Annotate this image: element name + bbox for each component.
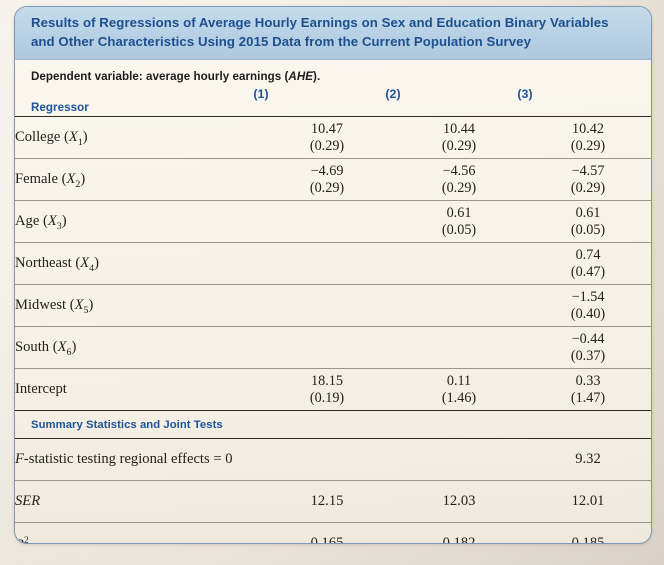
column-header-2: (2) [385,87,401,102]
coefficient-value: 18.15 [311,373,343,390]
row-label: College (X1) [15,116,261,159]
coefficient-cell: −4.57 (0.29) [525,158,651,201]
coefficient-value: 10.47 [311,121,343,138]
coefficient-value: 0.74 [575,247,601,264]
coefficient-cell: 0.61 (0.05) [393,200,525,243]
summary-value-cell: 12.03 [393,480,525,523]
standard-error-value: (0.29) [309,179,345,196]
coefficient-value: −4.57 [571,163,605,180]
coefficient-value: −0.44 [571,331,605,348]
coefficient-cell: −0.44 (0.37) [525,326,651,369]
standard-error-value: (0.29) [309,137,345,154]
coefficient-cell: 0.61 (0.05) [525,200,651,243]
summary-value-cell: 12.15 [261,480,393,523]
table-row: Intercept 18.15 (0.19) 0.11 (1.46) 0.33 (1.47) [15,368,651,411]
row-label: Female (X2) [15,158,261,201]
coefficient-cell: −4.56 (0.29) [393,158,525,201]
standard-error-value: (0.19) [309,389,345,406]
column-header-3: (3) [517,87,533,102]
standard-error-value: (0.29) [441,137,477,154]
summary-value-cell: 12.01 [525,480,651,523]
coefficient-value: 0.61 [575,205,601,222]
coefficient-value: 0.11 [446,373,472,390]
summary-value-cell: 0.185 [525,522,651,543]
table-title-line-2: and Other Characteristics Using 2015 Dat… [31,33,532,49]
regression-results-table-card: Results of Regressions of Average Hourly… [14,6,652,544]
coefficient-cell: −4.69 (0.29) [261,158,393,201]
standard-error-value: (0.29) [441,179,477,196]
dependent-variable-text-static: Dependent variable: average hourly earni… [31,70,321,84]
coefficient-cell [393,284,525,327]
summary-value-cell [393,438,525,481]
summary-row-label: SER [15,480,261,523]
summary-value-cell [261,438,393,481]
row-label: Intercept [15,368,261,411]
standard-error-value: (1.46) [441,389,477,406]
standard-error-value: (1.47) [570,389,606,406]
coefficient-cell: 0.11 (1.46) [393,368,525,411]
coefficient-cell: 10.42 (0.29) [525,116,651,159]
column-header-1: (1) [253,87,269,102]
summary-row-label: F-statistic testing regional effects = 0 [15,438,261,481]
regression-results-table: College (X1) 10.47 (0.29) 10.44 (0.29) 10.42(… [15,116,651,543]
summary-value-cell: 0.165 [261,522,393,543]
standard-error-value: (0.29) [570,137,606,154]
standard-error-value: (0.05) [570,221,606,238]
table-row: Age (X3) 0.61 (0.05) 0.61 (0.05) [15,200,651,243]
summary-section-label: Summary Statistics and Joint Tests [15,410,651,439]
summary-row-label: R2 [15,522,261,543]
coefficient-cell: 10.47 (0.29) [261,116,393,159]
coefficient-cell: 18.15 (0.19) [261,368,393,411]
coefficient-value: −1.54 [571,289,605,306]
coefficient-value: −4.56 [442,163,476,180]
coefficient-cell [393,242,525,285]
standard-error-value: (0.05) [441,221,477,238]
table-row: Female (X2) −4.69 (0.29) −4.56 (0.29) −4.57 (0… [15,158,651,201]
summary-value-cell: 0.182 [393,522,525,543]
coefficient-cell [261,326,393,369]
row-label: Midwest (X5) [15,284,261,327]
column-header-strip: Regressor (1) (2) (3) [15,85,651,116]
standard-error-value: (0.29) [570,179,606,196]
table-row: College (X1) 10.47 (0.29) 10.44 (0.29) 10.42(… [15,116,651,159]
coefficient-value: 10.44 [443,121,475,138]
regressor-column-header: Regressor [31,101,89,115]
row-label: South (X6) [15,326,261,369]
coefficient-cell: 10.44 (0.29) [393,116,525,159]
coefficient-value: 10.42 [572,121,604,138]
coefficient-value: 0.33 [575,373,601,390]
standard-error-value: (0.47) [570,263,606,280]
table-row: Northeast (X4) 0.74 (0.47) [15,242,651,285]
coefficient-value: −4.69 [310,163,344,180]
coefficient-value: 0.61 [446,205,472,222]
table-row: South (X6) −0.44 (0.37) [15,326,651,369]
row-label: Northeast (X4) [15,242,261,285]
coefficient-cell: 0.74 (0.47) [525,242,651,285]
coefficient-cell [261,200,393,243]
row-label: Age (X3) [15,200,261,243]
standard-error-value: (0.37) [570,347,606,364]
table-title-line-1: Results of Regressions of Average Hourly… [31,15,609,30]
coefficient-cell: −1.54 (0.40) [525,284,651,327]
summary-row: F-statistic testing regional effects = 0… [15,438,651,481]
summary-row: SER 12.15 12.03 12.01 [15,480,651,523]
table-title-banner: Results of Regressions of Average Hourly… [15,7,651,61]
table-row: Midwest (X5) −1.54 (0.40) [15,284,651,327]
dependent-variable-note: Dependent variable: average hourly earni… [15,60,651,83]
summary-value-cell: 9.32 [525,438,651,481]
summary-section-header-row: Summary Statistics and Joint Tests [15,410,651,439]
coefficient-cell: 0.33 (1.47) [525,368,651,411]
coefficient-cell [261,242,393,285]
standard-error-value: (0.40) [570,305,606,322]
coefficient-cell [393,326,525,369]
coefficient-cell [261,284,393,327]
